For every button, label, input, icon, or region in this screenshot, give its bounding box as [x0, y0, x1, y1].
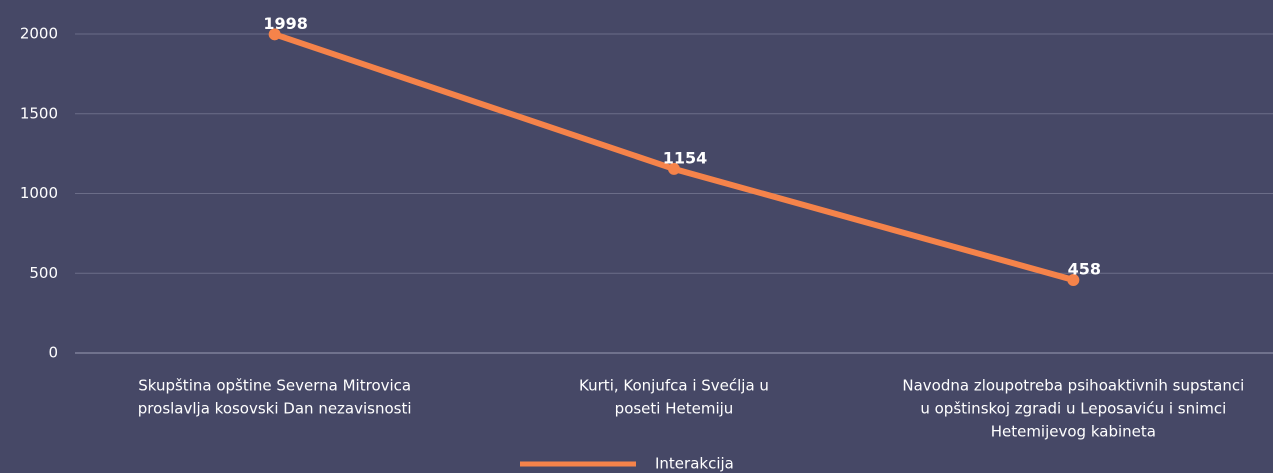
y-tick-label: 2000: [20, 25, 58, 43]
point: [268, 28, 281, 41]
legend-label: Interakcija: [655, 455, 734, 473]
x-tick-label: u opštinskoj zgradi u Leposaviću i snimc…: [920, 400, 1226, 418]
point: [1067, 273, 1080, 286]
y-tick-label: 1000: [20, 184, 58, 202]
x-tick-label: Hetemijevog kabineta: [991, 423, 1156, 441]
y-tick-label: 500: [29, 264, 58, 282]
x-tick-label: Skupština opštine Severna Mitrovica: [138, 377, 411, 395]
data-label: 1154: [663, 148, 708, 167]
data-label: 458: [1068, 259, 1101, 278]
data-label: 1998: [263, 14, 308, 33]
point: [668, 162, 680, 175]
x-tick-label: proslavlja kosovski Dan nezavisnosti: [138, 400, 412, 418]
x-tick-label: Kurti, Konjufca i Svećlja u: [579, 377, 769, 395]
y-tick-label: 0: [48, 344, 58, 362]
x-tick-label: poseti Hetemiju: [615, 400, 734, 418]
y-tick-label: 1500: [20, 104, 58, 122]
x-tick-label: Navodna zloupotreba psihoaktivnih supsta…: [902, 377, 1244, 395]
